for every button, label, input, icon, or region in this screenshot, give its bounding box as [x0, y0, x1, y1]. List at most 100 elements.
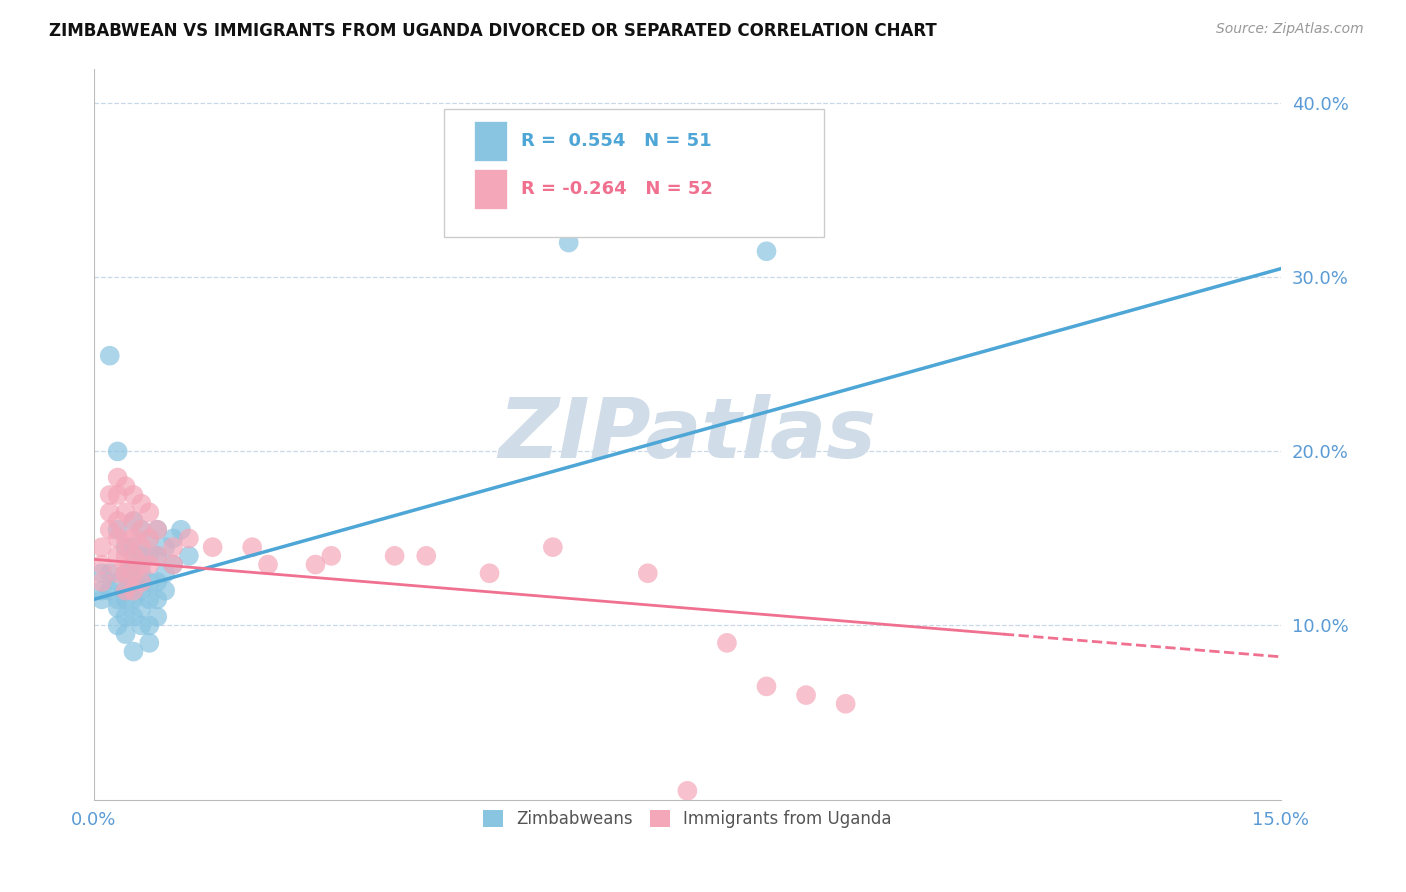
Point — [98, 583, 121, 598]
Bar — [474, 121, 508, 161]
Point — [834, 697, 856, 711]
Point — [138, 592, 160, 607]
Point — [98, 566, 121, 581]
Point — [90, 566, 112, 581]
Point — [122, 540, 145, 554]
Point — [162, 558, 184, 572]
Point — [755, 244, 778, 259]
Point — [541, 540, 564, 554]
Point — [122, 566, 145, 581]
Point — [138, 574, 160, 589]
Text: ZIPatlas: ZIPatlas — [499, 393, 876, 475]
Point — [107, 592, 129, 607]
Point — [98, 488, 121, 502]
Point — [114, 583, 136, 598]
Point — [114, 592, 136, 607]
Point — [107, 549, 129, 563]
Point — [131, 558, 153, 572]
Point — [122, 583, 145, 598]
Point — [114, 566, 136, 581]
Point — [384, 549, 406, 563]
Point — [114, 540, 136, 554]
Point — [177, 549, 200, 563]
Point — [146, 523, 169, 537]
Text: R =  0.554   N = 51: R = 0.554 N = 51 — [522, 132, 711, 150]
Text: R = -0.264   N = 52: R = -0.264 N = 52 — [522, 180, 713, 198]
Point — [122, 558, 145, 572]
Point — [90, 540, 112, 554]
Point — [138, 618, 160, 632]
Point — [415, 549, 437, 563]
Point — [716, 636, 738, 650]
Point — [676, 784, 699, 798]
Bar — [474, 169, 508, 209]
Point — [122, 549, 145, 563]
Point — [153, 566, 176, 581]
Point — [122, 532, 145, 546]
Point — [122, 609, 145, 624]
Point — [146, 549, 169, 563]
Point — [131, 523, 153, 537]
Point — [153, 540, 176, 554]
Point — [122, 514, 145, 528]
Point — [114, 583, 136, 598]
Point — [131, 601, 153, 615]
Point — [138, 636, 160, 650]
Point — [122, 592, 145, 607]
Point — [257, 558, 280, 572]
Point — [107, 532, 129, 546]
Point — [131, 549, 153, 563]
Point — [177, 532, 200, 546]
Point — [114, 627, 136, 641]
Point — [114, 532, 136, 546]
Point — [98, 505, 121, 519]
Point — [114, 505, 136, 519]
Point — [90, 558, 112, 572]
Point — [107, 566, 129, 581]
Point — [755, 679, 778, 693]
Point — [146, 523, 169, 537]
Point — [107, 601, 129, 615]
Point — [107, 523, 129, 537]
Point — [122, 514, 145, 528]
Point — [146, 609, 169, 624]
Point — [146, 592, 169, 607]
Point — [107, 618, 129, 632]
Point — [114, 609, 136, 624]
Point — [138, 505, 160, 519]
Point — [170, 523, 193, 537]
Point — [122, 644, 145, 658]
Point — [637, 566, 659, 581]
Point — [304, 558, 326, 572]
Point — [122, 488, 145, 502]
Point — [90, 592, 112, 607]
Point — [98, 349, 121, 363]
Point — [122, 574, 145, 589]
Point — [114, 479, 136, 493]
Point — [240, 540, 263, 554]
Legend: Zimbabweans, Immigrants from Uganda: Zimbabweans, Immigrants from Uganda — [477, 804, 898, 835]
Point — [114, 549, 136, 563]
Point — [201, 540, 224, 554]
Point — [114, 566, 136, 581]
Point — [107, 514, 129, 528]
Point — [107, 488, 129, 502]
Text: ZIMBABWEAN VS IMMIGRANTS FROM UGANDA DIVORCED OR SEPARATED CORRELATION CHART: ZIMBABWEAN VS IMMIGRANTS FROM UGANDA DIV… — [49, 22, 936, 40]
Point — [131, 566, 153, 581]
Point — [131, 523, 153, 537]
FancyBboxPatch shape — [444, 109, 824, 236]
Point — [131, 583, 153, 598]
Point — [107, 470, 129, 484]
Point — [162, 532, 184, 546]
Point — [138, 558, 160, 572]
Point — [794, 688, 817, 702]
Point — [90, 583, 112, 598]
Point — [162, 558, 184, 572]
Point — [138, 549, 160, 563]
Point — [107, 574, 129, 589]
Point — [138, 532, 160, 546]
Point — [98, 523, 121, 537]
Point — [146, 549, 169, 563]
Point — [131, 540, 153, 554]
Point — [131, 618, 153, 632]
